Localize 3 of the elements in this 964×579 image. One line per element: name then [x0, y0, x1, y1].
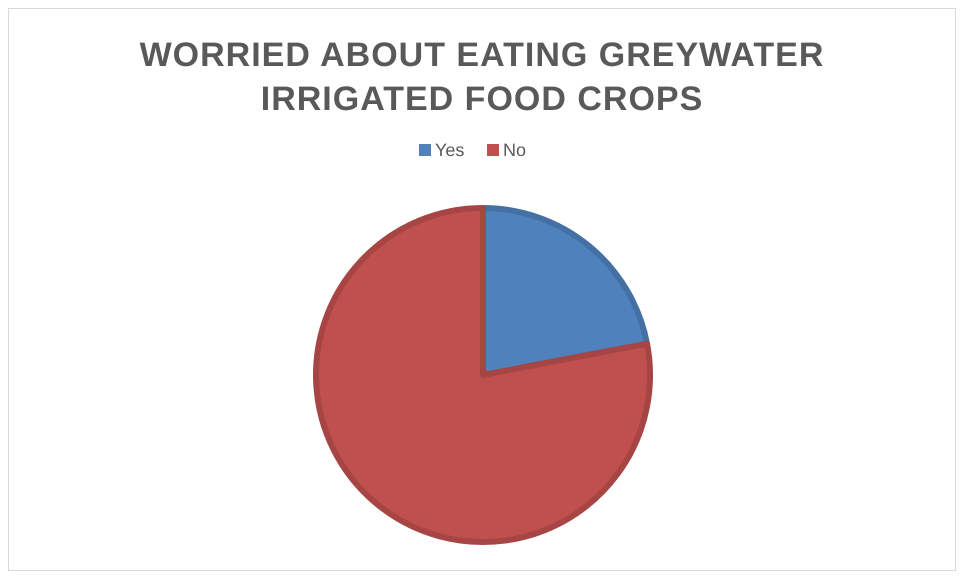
- chart-title: WORRIED ABOUT EATING GREYWATER IRRIGATED FOOD CROPS: [140, 36, 824, 118]
- legend-label: Yes: [435, 140, 464, 160]
- legend-label: No: [503, 140, 526, 160]
